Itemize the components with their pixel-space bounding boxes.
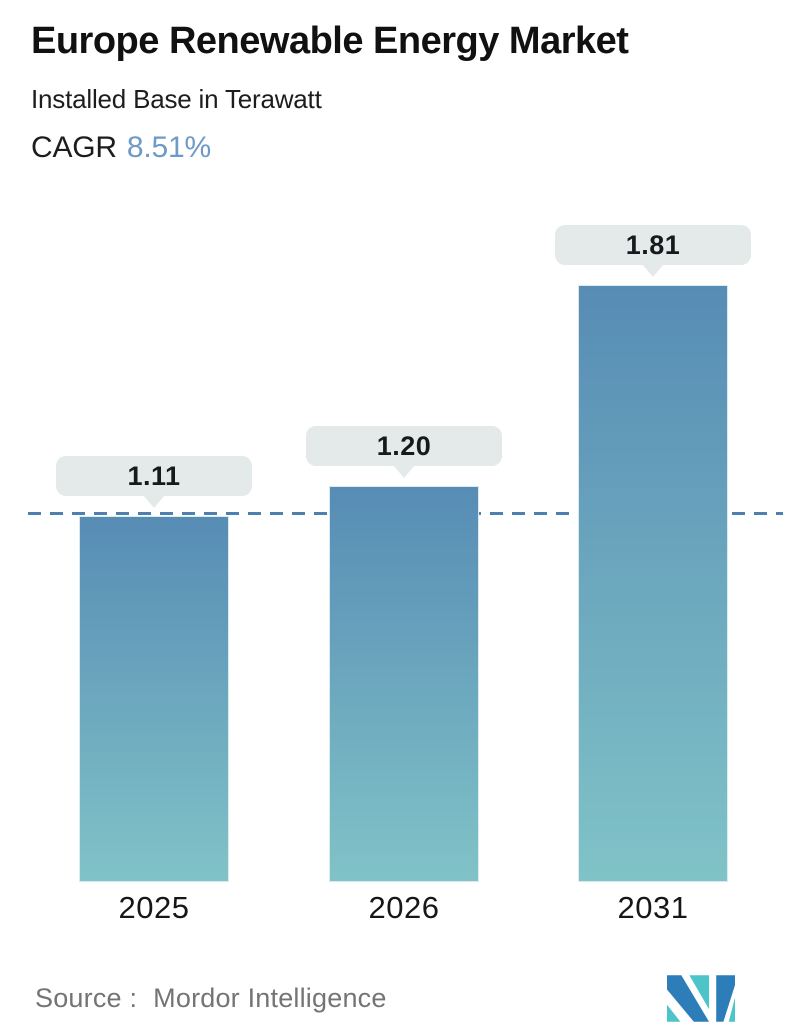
cagr-value: 8.51% [126, 130, 211, 164]
chart-title: Europe Renewable Energy Market [31, 20, 629, 62]
value-tooltip-2031: 1.81 [555, 225, 751, 265]
value-tooltip-2025: 1.11 [56, 456, 252, 496]
bar-2025 [79, 516, 229, 882]
cagr-line: CAGR 8.51% [31, 131, 771, 165]
source-note: Source : Mordor Intelligence [35, 983, 387, 1014]
x-axis-label-2031: 2031 [617, 890, 689, 925]
bar-2031 [578, 285, 728, 882]
source-name: Mordor Intelligence [153, 983, 387, 1013]
cagr-label: CAGR [31, 130, 117, 164]
bar-2026 [329, 486, 479, 882]
chart-header: Europe Renewable Energy Market Installed… [31, 20, 771, 165]
source-label: Source : [35, 983, 138, 1013]
chart-subtitle: Installed Base in Terawatt [31, 83, 322, 114]
value-tooltip-2026: 1.20 [306, 426, 502, 466]
chart-footer: Source : Mordor Intelligence [35, 975, 761, 1022]
mordor-intelligence-logo [667, 975, 735, 1022]
x-axis-label-2025: 2025 [118, 890, 190, 925]
x-axis-label-2026: 2026 [368, 890, 440, 925]
